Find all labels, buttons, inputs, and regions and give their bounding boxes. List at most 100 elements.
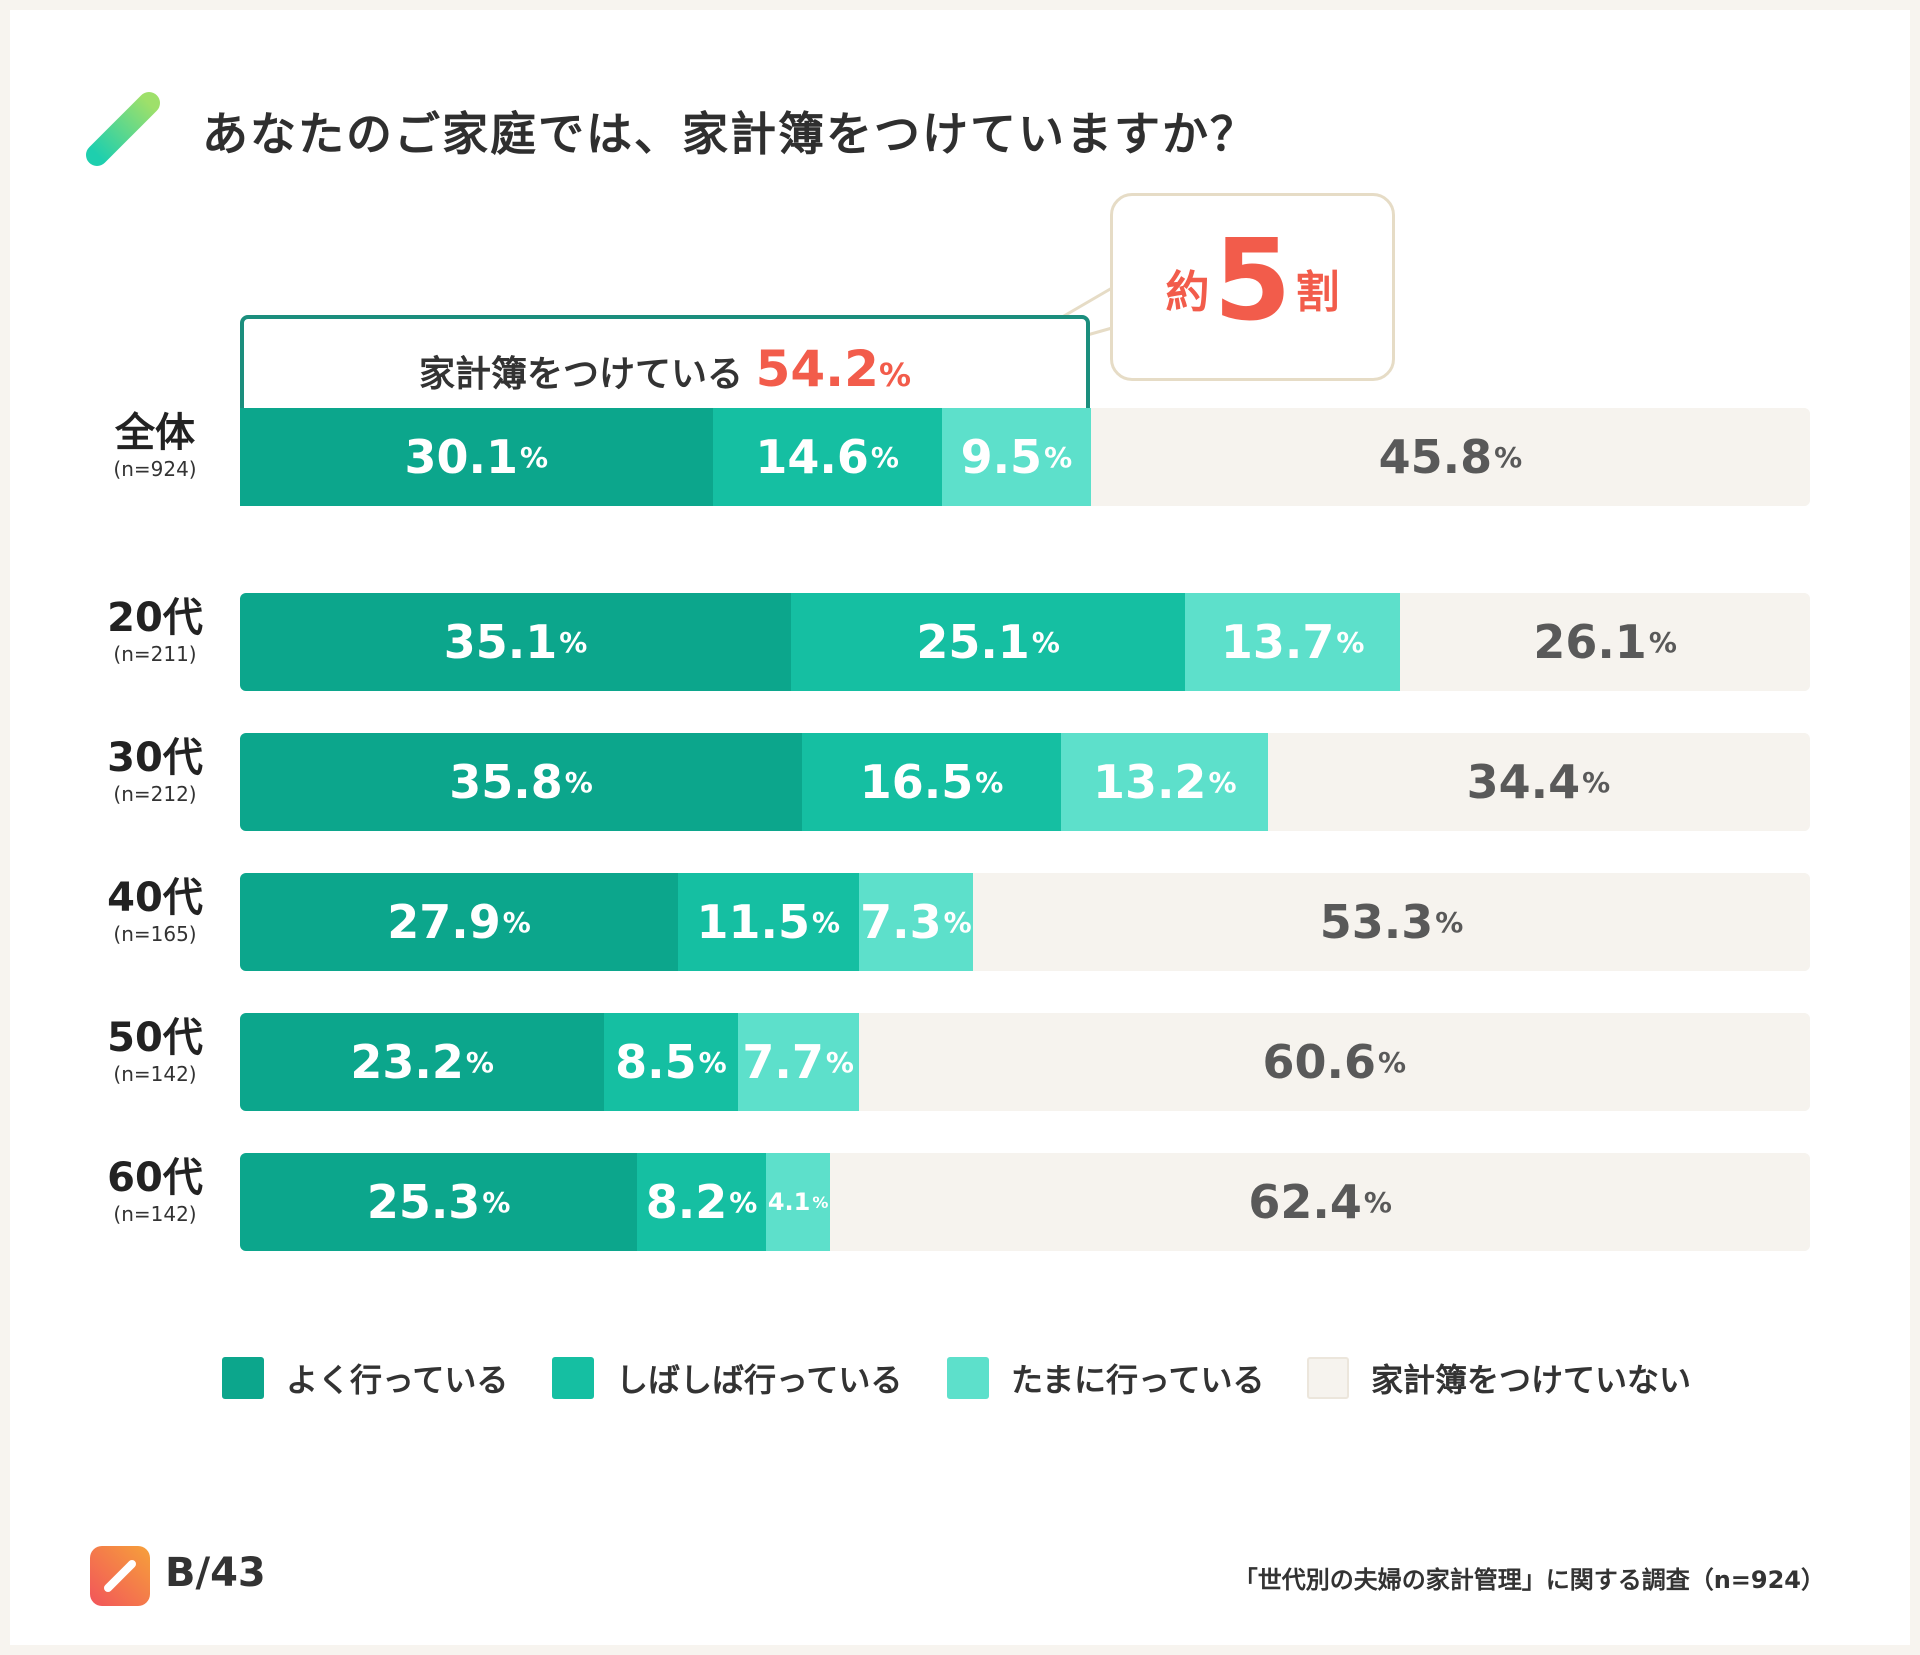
data-label-unit: % — [465, 1045, 494, 1079]
legend-item-often: よく行っている — [222, 1355, 508, 1401]
data-label-unit: % — [502, 905, 531, 939]
data-label-unit: % — [943, 905, 972, 939]
bar-segment-sometimes: 8.5% — [604, 1013, 738, 1111]
bar-row: 35.8% 16.5% 13.2% 34.4% — [240, 733, 1810, 831]
row-sample-size: (n=165) — [113, 922, 197, 946]
data-label-value: 13.2 — [1092, 755, 1207, 809]
data-label-unit: % — [698, 1045, 727, 1079]
bar-segment-often: 35.8% — [240, 733, 803, 831]
data-label-value: 23.2 — [350, 1035, 464, 1089]
bar-segment-none: 53.3% — [973, 873, 1810, 971]
data-label-unit: % — [1582, 765, 1611, 799]
bar-row: 35.1% 25.1% 13.7% 26.1% — [240, 593, 1810, 691]
legend-swatch-often — [222, 1357, 264, 1399]
bar-segment-often: 30.1% — [240, 408, 713, 506]
data-label-unit: % — [1208, 765, 1237, 799]
data-label-unit: % — [1435, 905, 1464, 939]
bar-row: 30.1% 14.6% 9.5% 45.8% — [240, 408, 1810, 506]
data-label-value: 34.4 — [1466, 755, 1581, 809]
data-label-value: 62.4 — [1248, 1175, 1362, 1229]
callout-text: 約5割 — [1110, 225, 1395, 337]
highlight-label: 家計簿をつけている 54.2% — [240, 340, 1090, 398]
row-sample-size: (n=212) — [113, 782, 197, 806]
callout-suffix: 割 — [1295, 267, 1340, 318]
bar-row: 27.9% 11.5% 7.3% 53.3% — [240, 873, 1810, 971]
legend-item-occasionally: たまに行っている — [947, 1355, 1264, 1401]
bar-segment-none: 34.4% — [1268, 733, 1809, 831]
legend-label-none: 家計簿をつけていない — [1371, 1361, 1692, 1399]
data-label-unit: % — [1044, 440, 1073, 474]
row-sample-size: (n=142) — [113, 1202, 197, 1226]
legend-label-often: よく行っている — [286, 1361, 509, 1399]
bar-row: 25.3% 8.2% 4.1% 62.4% — [240, 1153, 1810, 1251]
row-sample-size: (n=211) — [113, 642, 197, 666]
data-label-unit: % — [1494, 440, 1523, 474]
data-label-value: 4.1 — [767, 1188, 811, 1216]
data-label-value: 27.9 — [387, 895, 501, 949]
legend-swatch-sometimes — [552, 1357, 594, 1399]
data-label-value: 35.8 — [449, 755, 563, 809]
data-label-value: 13.7 — [1220, 615, 1335, 669]
data-label-value: 53.3 — [1319, 895, 1434, 949]
legend-item-sometimes: しばしば行っている — [552, 1355, 902, 1401]
data-label-unit: % — [729, 1185, 758, 1219]
data-label-value: 9.5 — [960, 430, 1043, 484]
bar-segment-sometimes: 11.5% — [678, 873, 859, 971]
data-label-unit: % — [1336, 625, 1365, 659]
bar-segment-none: 60.6% — [858, 1013, 1810, 1111]
bar-segment-occasionally: 7.7% — [737, 1013, 859, 1111]
brand-name: B/43 — [165, 1550, 266, 1596]
row-label: 50代 (n=142) — [90, 1015, 220, 1087]
highlight-value: 54.2 — [755, 340, 879, 398]
data-label-unit: % — [520, 440, 549, 474]
row-sample-size: (n=142) — [113, 1062, 197, 1086]
row-category: 全体 — [115, 410, 195, 456]
data-label-value: 30.1 — [404, 430, 519, 484]
legend-item-none: 家計簿をつけていない — [1307, 1355, 1691, 1401]
row-category: 20代 — [107, 595, 203, 641]
row-label: 全体 (n=924) — [90, 410, 220, 482]
bar-segment-often: 35.1% — [240, 593, 792, 691]
bar-segment-occasionally: 13.7% — [1185, 593, 1401, 691]
bar-segment-occasionally: 4.1% — [765, 1153, 831, 1251]
legend-swatch-occasionally — [947, 1357, 989, 1399]
source-note: 「世代別の夫婦の家計管理」に関する調査（n=924） — [1233, 1566, 1825, 1594]
data-label-value: 45.8 — [1378, 430, 1493, 484]
bar-segment-occasionally: 9.5% — [941, 408, 1091, 506]
data-label-value: 16.5 — [859, 755, 974, 809]
data-label-unit: % — [559, 625, 588, 659]
bar-segment-often: 27.9% — [240, 873, 679, 971]
bar-segment-often: 23.2% — [240, 1013, 605, 1111]
data-label-unit: % — [1648, 625, 1677, 659]
bar-segment-sometimes: 16.5% — [802, 733, 1062, 831]
data-label-unit: % — [1031, 625, 1060, 659]
title-accent-icon — [86, 92, 160, 166]
legend-label-occasionally: たまに行っている — [1011, 1361, 1265, 1399]
data-label-unit: % — [812, 1192, 829, 1212]
bar-segment-sometimes: 14.6% — [712, 408, 942, 506]
row-label: 40代 (n=165) — [90, 875, 220, 947]
data-label-value: 25.1 — [916, 615, 1030, 669]
data-label-value: 7.3 — [860, 895, 942, 949]
bar-segment-often: 25.3% — [240, 1153, 638, 1251]
bar-segment-none: 45.8% — [1090, 408, 1810, 506]
bar-segment-none: 62.4% — [830, 1153, 1810, 1251]
data-label-value: 60.6 — [1262, 1035, 1377, 1089]
data-label-value: 35.1 — [443, 615, 558, 669]
data-label-unit: % — [564, 765, 593, 799]
callout-number: 5 — [1213, 216, 1292, 346]
highlight-text: 家計簿をつけている — [419, 354, 744, 395]
data-label-value: 8.5 — [615, 1035, 697, 1089]
data-label-value: 7.7 — [742, 1035, 824, 1089]
callout-prefix: 約 — [1165, 267, 1210, 318]
data-label-unit: % — [825, 1045, 854, 1079]
row-category: 40代 — [107, 875, 203, 921]
row-category: 60代 — [107, 1155, 203, 1201]
bar-segment-sometimes: 8.2% — [637, 1153, 766, 1251]
bar-segment-occasionally: 7.3% — [858, 873, 974, 971]
bar-segment-none: 26.1% — [1400, 593, 1810, 691]
row-category: 30代 — [107, 735, 203, 781]
highlight-percent: % — [878, 356, 911, 394]
data-label-unit: % — [870, 440, 899, 474]
bar-segment-sometimes: 25.1% — [791, 593, 1186, 691]
